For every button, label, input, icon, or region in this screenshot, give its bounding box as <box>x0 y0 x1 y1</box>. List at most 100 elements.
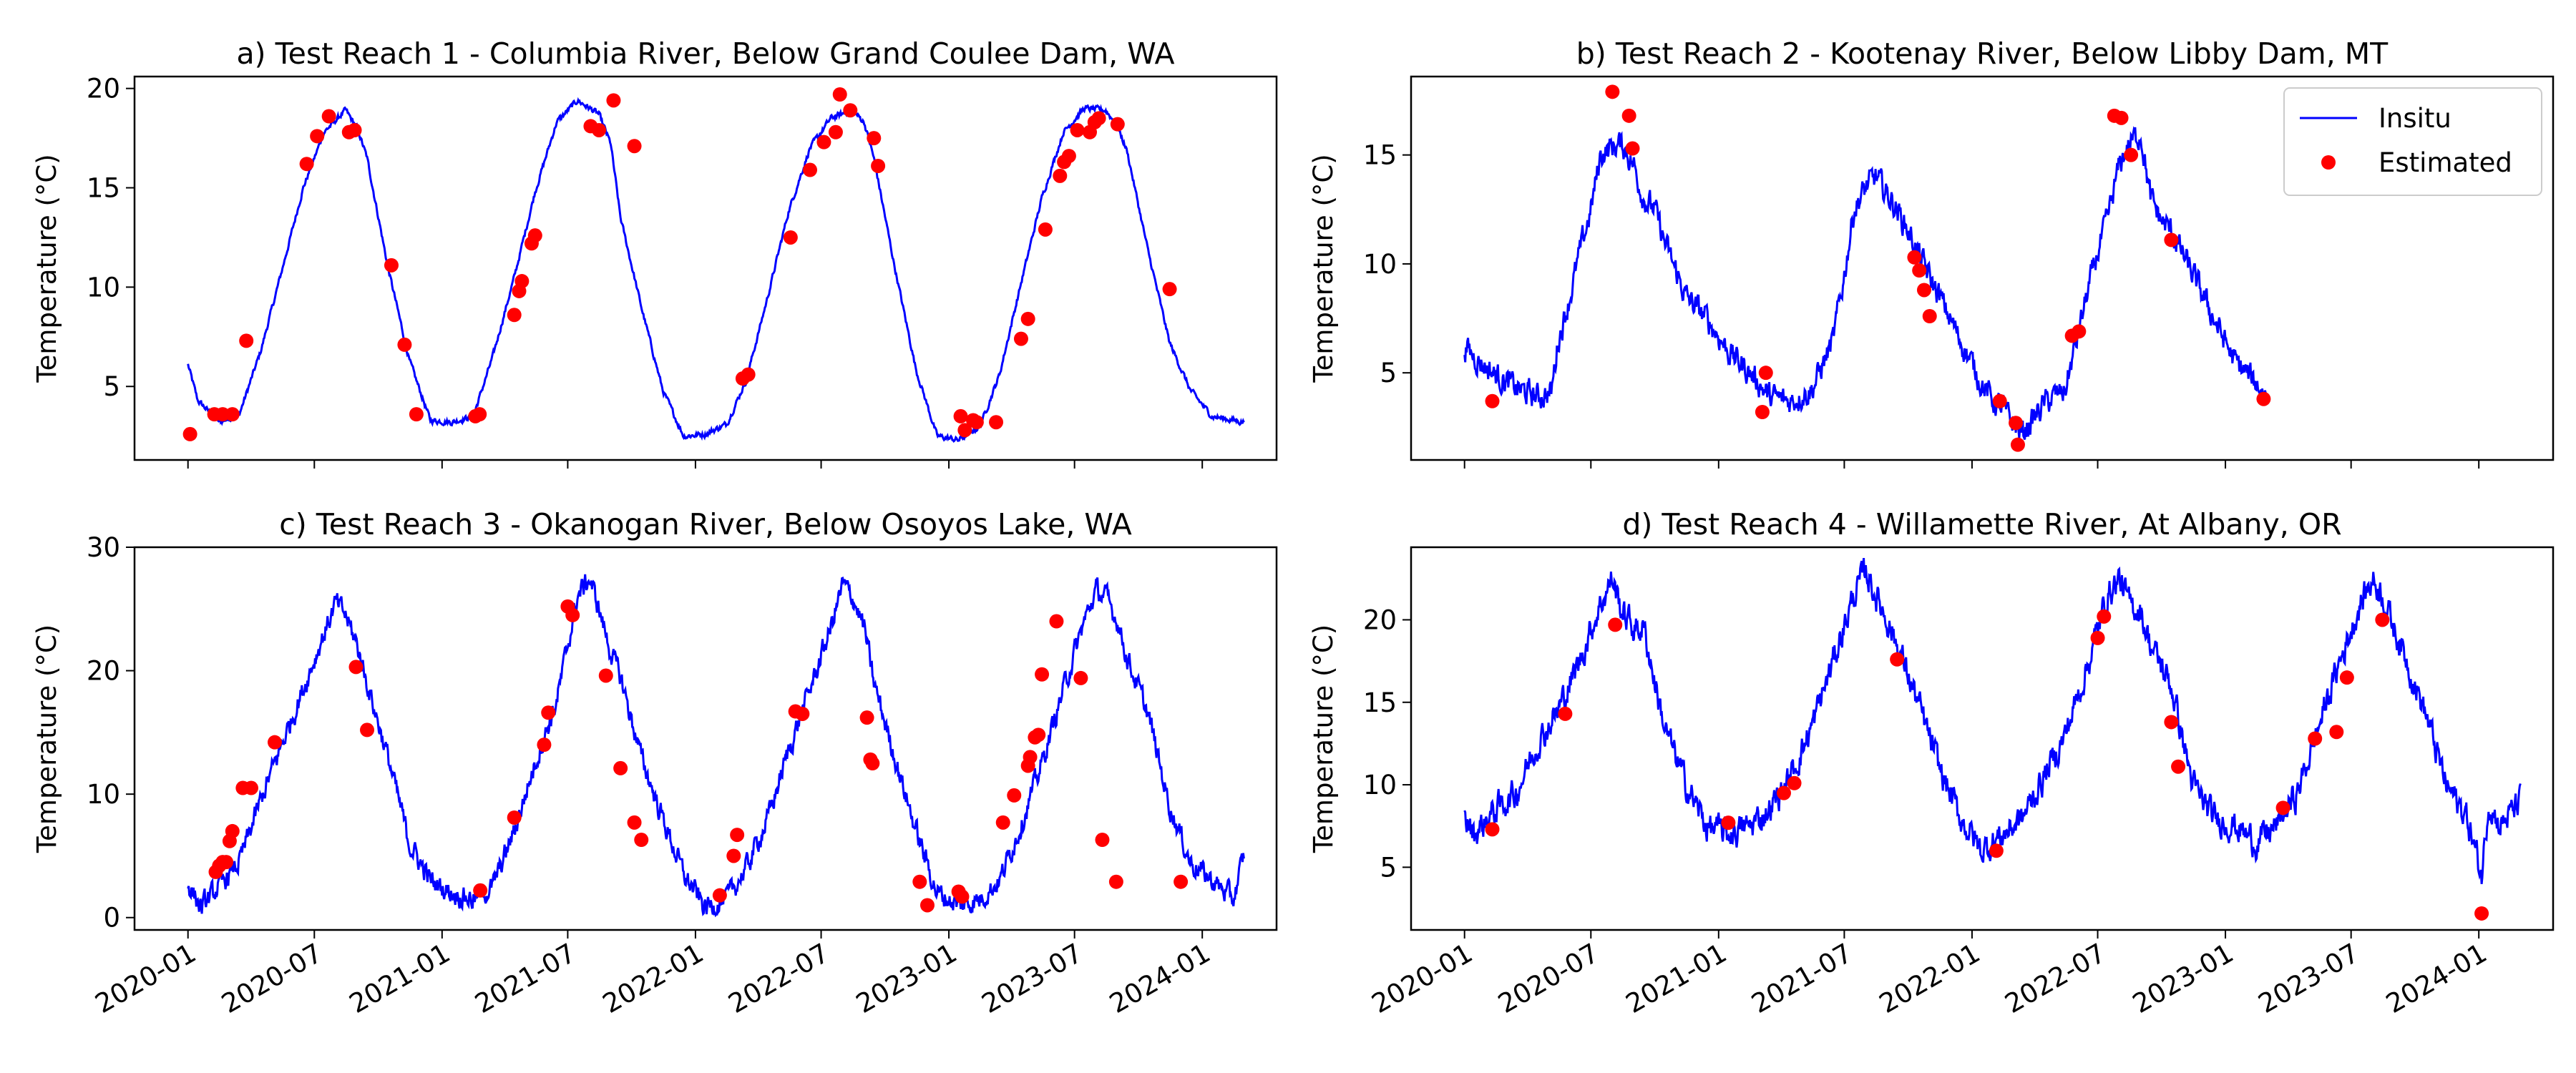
data-point-estimated <box>1605 84 1620 99</box>
data-point-estimated <box>843 103 858 118</box>
data-point-estimated <box>321 109 336 124</box>
data-point-estimated <box>310 129 325 144</box>
data-point-estimated <box>1053 168 1068 183</box>
data-point-estimated <box>2097 609 2112 624</box>
data-point-estimated <box>514 274 530 289</box>
data-point-estimated <box>472 407 487 422</box>
data-point-estimated <box>1916 283 1931 298</box>
series-line-insitu <box>1463 126 2268 440</box>
data-point-estimated <box>225 407 240 422</box>
y-tick-label: 15 <box>1363 140 1397 171</box>
data-point-estimated <box>2090 630 2105 645</box>
y-axis-label: Temperature (°C) <box>31 154 62 383</box>
data-point-estimated <box>2474 906 2489 921</box>
data-point-estimated <box>1073 670 1088 685</box>
data-point-estimated <box>989 415 1004 430</box>
data-point-estimated <box>1095 833 1110 848</box>
data-point-estimated <box>2339 670 2354 685</box>
data-point-estimated <box>1907 250 1922 265</box>
data-point-estimated <box>2114 110 2129 125</box>
data-point-estimated <box>1922 309 1937 323</box>
data-point-estimated <box>1091 111 1106 126</box>
data-point-estimated <box>627 815 642 830</box>
data-point-estimated <box>912 874 927 889</box>
data-point-estimated <box>1721 815 1736 831</box>
data-point-estimated <box>1992 393 2007 408</box>
data-point-estimated <box>1007 788 1022 803</box>
data-point-estimated <box>1110 117 1125 132</box>
data-point-estimated <box>1787 775 1802 790</box>
data-point-estimated <box>828 124 843 139</box>
data-point-estimated <box>592 122 607 137</box>
y-tick-label: 15 <box>1363 687 1397 718</box>
data-point-estimated <box>225 823 240 838</box>
y-tick-label: 15 <box>87 173 120 204</box>
data-point-estimated <box>1777 785 1792 800</box>
data-point-estimated <box>1020 311 1035 326</box>
data-point-estimated <box>783 230 798 245</box>
data-point-estimated <box>832 87 847 102</box>
data-point-estimated <box>726 848 741 863</box>
data-point-estimated <box>2256 391 2271 406</box>
data-point-estimated <box>1755 405 1770 419</box>
chart-title: c) Test Reach 3 - Okanogan River, Below … <box>279 507 1132 542</box>
data-point-estimated <box>613 760 628 775</box>
data-point-estimated <box>1108 874 1123 889</box>
data-point-estimated <box>1485 822 1500 837</box>
y-tick-label: 30 <box>87 532 120 563</box>
data-point-estimated <box>565 607 580 622</box>
axes-frame <box>133 546 1278 931</box>
y-axis-label: Temperature (°C) <box>1308 154 1339 383</box>
data-point-estimated <box>537 738 552 753</box>
y-tick-label: 0 <box>103 903 120 934</box>
data-point-estimated <box>1890 652 1905 667</box>
y-tick-label: 20 <box>87 656 120 687</box>
data-point-estimated <box>1070 122 1085 137</box>
legend-box <box>2283 87 2542 196</box>
data-point-estimated <box>348 660 364 675</box>
data-point-estimated <box>867 131 882 146</box>
data-point-estimated <box>1162 282 1177 297</box>
chart-panel-1: a) Test Reach 1 - Columbia River, Below … <box>31 36 1278 469</box>
legend: Insitu Estimated <box>2283 87 2542 196</box>
data-point-estimated <box>409 407 424 422</box>
data-point-estimated <box>2009 416 2024 431</box>
y-tick-label: 20 <box>87 74 120 104</box>
data-point-estimated <box>871 158 886 173</box>
data-point-estimated <box>1485 393 1500 408</box>
data-point-estimated <box>712 888 727 903</box>
y-tick-label: 10 <box>1363 249 1397 280</box>
data-point-estimated <box>1621 108 1636 123</box>
y-tick-label: 5 <box>1380 358 1397 388</box>
data-point-estimated <box>1061 149 1076 164</box>
data-point-estimated <box>2010 437 2025 452</box>
data-point-estimated <box>865 756 880 771</box>
data-point-estimated <box>634 833 649 848</box>
chart-title: d) Test Reach 4 - Willamette River, At A… <box>1622 507 2341 542</box>
data-point-estimated <box>2164 232 2179 248</box>
data-point-estimated <box>2375 612 2390 627</box>
data-point-estimated <box>730 828 745 843</box>
legend-label: Estimated <box>2379 147 2512 178</box>
data-point-estimated <box>969 415 984 430</box>
data-point-estimated <box>1049 614 1064 629</box>
data-point-estimated <box>267 735 282 750</box>
y-axis-label: Temperature (°C) <box>31 624 62 853</box>
y-tick-label: 20 <box>1363 604 1397 635</box>
data-point-estimated <box>243 780 258 795</box>
data-point-estimated <box>1174 874 1189 889</box>
data-point-estimated <box>1023 750 1038 765</box>
y-tick-label: 5 <box>1380 852 1397 883</box>
data-point-estimated <box>384 258 399 273</box>
data-point-estimated <box>1989 843 2004 858</box>
y-axis-label: Temperature (°C) <box>1308 624 1339 853</box>
chart-panel-2: b) Test Reach 2 - Kootenay River, Below … <box>1308 36 2555 469</box>
data-point-estimated <box>299 157 314 172</box>
data-point-estimated <box>2329 725 2344 740</box>
data-point-estimated <box>598 668 613 683</box>
data-point-estimated <box>541 705 556 720</box>
data-point-estimated <box>1625 141 1640 156</box>
data-point-estimated <box>473 883 488 898</box>
axes-frame <box>133 75 1278 461</box>
data-point-estimated <box>1558 706 1573 721</box>
